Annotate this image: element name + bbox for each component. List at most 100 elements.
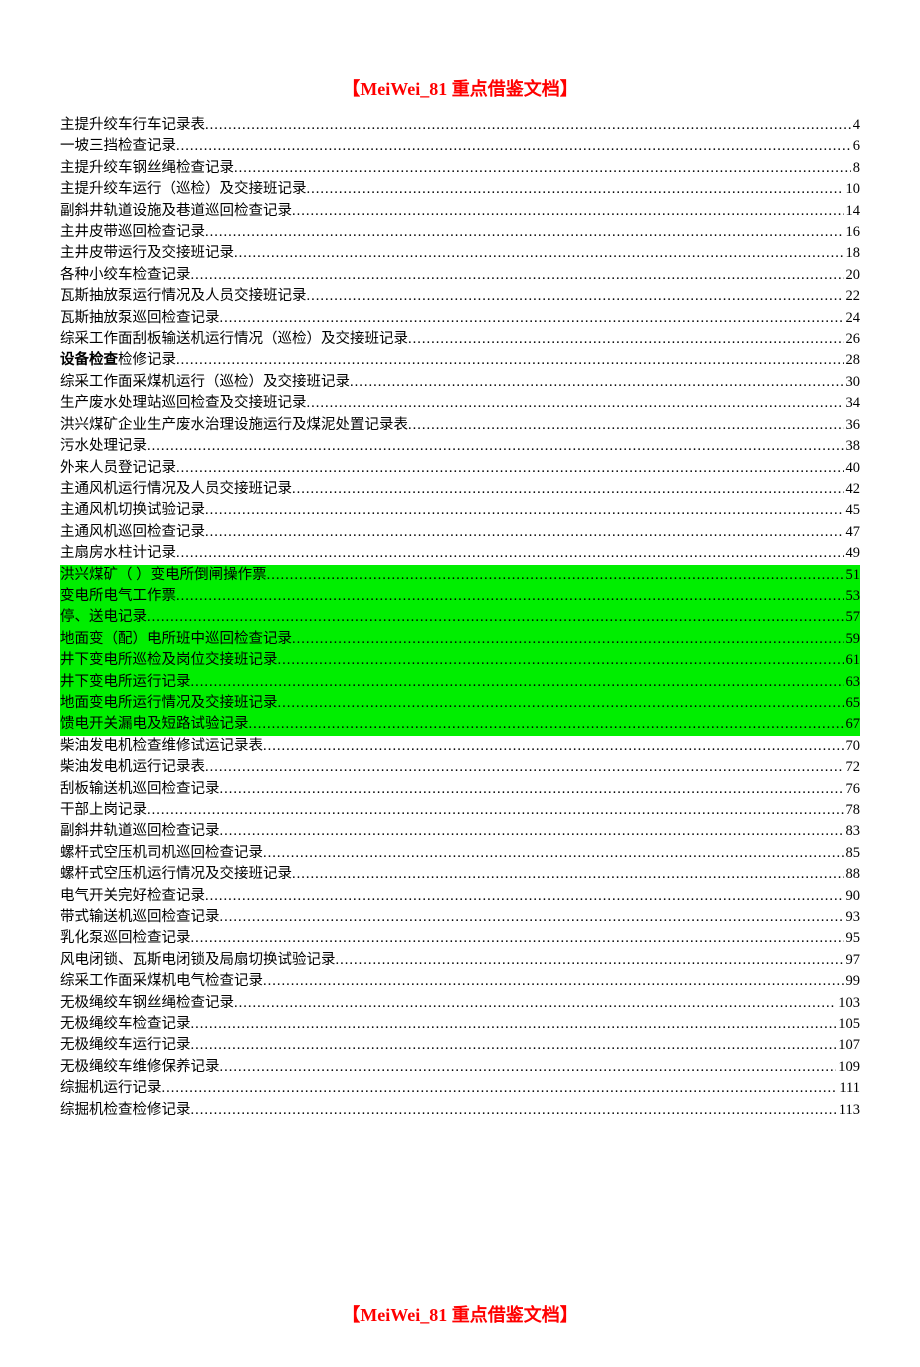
toc-entry-page: 14 bbox=[844, 201, 861, 222]
toc-entry-label: 副斜井轨道巡回检查记录 bbox=[60, 821, 220, 842]
toc-leader-dots bbox=[336, 950, 844, 971]
toc-entry-page: 78 bbox=[844, 800, 861, 821]
toc-entry-page: 8 bbox=[851, 158, 860, 179]
toc-leader-dots bbox=[278, 650, 844, 671]
toc-leader-dots bbox=[234, 243, 844, 264]
toc-entry-label: 刮板输送机巡回检查记录 bbox=[60, 779, 220, 800]
toc-entry-label: 主提升绞车行车记录表 bbox=[60, 115, 205, 136]
toc-leader-dots bbox=[176, 586, 844, 607]
toc-leader-dots bbox=[191, 928, 844, 949]
toc-leader-dots bbox=[191, 1100, 837, 1121]
toc-entry: 停、送电记录 57 bbox=[60, 607, 860, 628]
toc-entry: 无极绳绞车运行记录107 bbox=[60, 1035, 860, 1056]
toc-entry: 刮板输送机巡回检查记录76 bbox=[60, 779, 860, 800]
toc-entry: 主扇房水柱计记录 49 bbox=[60, 543, 860, 564]
toc-entry-label: 主通风机巡回检查记录 bbox=[60, 522, 205, 543]
toc-entry-label: 主井皮带运行及交接班记录 bbox=[60, 243, 234, 264]
toc-entry-label: 地面变电所运行情况及交接班记录 bbox=[60, 693, 278, 714]
toc-entry: 螺杆式空压机司机巡回检查记录85 bbox=[60, 843, 860, 864]
toc-leader-dots bbox=[205, 500, 844, 521]
toc-entry: 设备检查检修记录 28 bbox=[60, 350, 860, 371]
toc-entry: 主提升绞车钢丝绳检查记录 8 bbox=[60, 158, 860, 179]
toc-leader-dots bbox=[307, 286, 844, 307]
toc-entry-label: 一坡三挡检查记录 bbox=[60, 136, 176, 157]
toc-leader-dots bbox=[292, 479, 844, 500]
toc-entry: 井下变电所运行记录63 bbox=[60, 672, 860, 693]
toc-entry-page: 83 bbox=[844, 821, 861, 842]
toc-leader-dots bbox=[191, 1014, 837, 1035]
toc-leader-dots bbox=[292, 629, 844, 650]
toc-leader-dots bbox=[234, 993, 836, 1014]
page-header: 【MeiWei_81 重点借鉴文档】 bbox=[60, 75, 860, 101]
toc-entry: 洪兴煤矿（ ）变电所倒闸操作票51 bbox=[60, 565, 860, 586]
toc-leader-dots bbox=[220, 907, 844, 928]
toc-entry-page: 57 bbox=[844, 607, 861, 628]
toc-entry: 无极绳绞车维修保养记录109 bbox=[60, 1057, 860, 1078]
toc-entry-page: 90 bbox=[844, 886, 861, 907]
toc-leader-dots bbox=[220, 821, 844, 842]
toc-entry: 主通风机巡回检查记录47 bbox=[60, 522, 860, 543]
toc-entry-label: 瓦斯抽放泵运行情况及人员交接班记录 bbox=[60, 286, 307, 307]
toc-entry-page: 53 bbox=[844, 586, 861, 607]
toc-entry: 主通风机运行情况及人员交接班记录 42 bbox=[60, 479, 860, 500]
toc-leader-dots bbox=[263, 736, 844, 757]
toc-entry-page: 40 bbox=[844, 458, 861, 479]
toc-entry-page: 88 bbox=[844, 864, 861, 885]
toc-entry-page: 85 bbox=[844, 843, 861, 864]
toc-entry: 带式输送机巡回检查记录93 bbox=[60, 907, 860, 928]
toc-entry-page: 103 bbox=[836, 993, 860, 1014]
toc-entry: 干部上岗记录 78 bbox=[60, 800, 860, 821]
toc-entry-label: 馈电开关漏电及短路试验记录 bbox=[60, 714, 249, 735]
toc-entry: 无极绳绞车钢丝绳检查记录 103 bbox=[60, 993, 860, 1014]
toc-entry: 各种小绞车检查记录 20 bbox=[60, 265, 860, 286]
toc-entry-page: 22 bbox=[844, 286, 861, 307]
toc-entry: 综掘机运行记录111 bbox=[60, 1078, 860, 1099]
toc-entry-label: 变电所电气工作票 bbox=[60, 586, 176, 607]
toc-entry-label: 主提升绞车钢丝绳检查记录 bbox=[60, 158, 234, 179]
toc-entry: 变电所电气工作票 53 bbox=[60, 586, 860, 607]
toc-entry: 地面变电所运行情况及交接班记录 65 bbox=[60, 693, 860, 714]
toc-leader-dots bbox=[147, 800, 844, 821]
toc-entry-label: 各种小绞车检查记录 bbox=[60, 265, 191, 286]
toc-entry-page: 42 bbox=[844, 479, 861, 500]
toc-entry: 主井皮带运行及交接班记录18 bbox=[60, 243, 860, 264]
toc-leader-dots bbox=[267, 565, 844, 586]
toc-leader-dots bbox=[278, 693, 844, 714]
toc-entry: 副斜井轨道巡回检查记录 83 bbox=[60, 821, 860, 842]
toc-leader-dots bbox=[292, 864, 844, 885]
toc-entry: 乳化泵巡回检查记录95 bbox=[60, 928, 860, 949]
toc-leader-dots bbox=[176, 458, 844, 479]
toc-entry-label: 生产废水处理站巡回检查及交接班记录 bbox=[60, 393, 307, 414]
toc-entry-label: 主通风机运行情况及人员交接班记录 bbox=[60, 479, 292, 500]
toc-entry-page: 49 bbox=[844, 543, 861, 564]
page-footer: 【MeiWei_81 重点借鉴文档】 bbox=[60, 1301, 860, 1327]
toc-leader-dots bbox=[191, 1035, 837, 1056]
toc-entry-page: 24 bbox=[844, 308, 861, 329]
toc-entry-label: 洪兴煤矿企业生产废水治理设施运行及煤泥处置记录表 bbox=[60, 415, 408, 436]
toc-entry-page: 65 bbox=[844, 693, 861, 714]
toc-entry-label: 洪兴煤矿（ ）变电所倒闸操作票 bbox=[60, 565, 267, 586]
toc-entry-page: 61 bbox=[844, 650, 861, 671]
toc-entry-page: 99 bbox=[844, 971, 861, 992]
toc-entry-label: 干部上岗记录 bbox=[60, 800, 147, 821]
toc-leader-dots bbox=[191, 672, 844, 693]
toc-entry: 综采工作面采煤机电气检查记录99 bbox=[60, 971, 860, 992]
toc-entry-page: 45 bbox=[844, 500, 861, 521]
toc-entry: 瓦斯抽放泵巡回检查记录24 bbox=[60, 308, 860, 329]
toc-entry-page: 107 bbox=[836, 1035, 860, 1056]
document-page: 【MeiWei_81 重点借鉴文档】 主提升绞车行车记录表4一坡三挡检查记录6主… bbox=[0, 0, 920, 1367]
toc-entry-label: 综掘机检查检修记录 bbox=[60, 1100, 191, 1121]
toc-entry-page: 97 bbox=[844, 950, 861, 971]
toc-entry-page: 93 bbox=[844, 907, 861, 928]
toc-entry-label: 无极绳绞车钢丝绳检查记录 bbox=[60, 993, 234, 1014]
toc-leader-dots bbox=[176, 350, 844, 371]
toc-entry-label: 停、送电记录 bbox=[60, 607, 147, 628]
toc-entry-page: 28 bbox=[844, 350, 861, 371]
toc-entry-page: 16 bbox=[844, 222, 861, 243]
toc-entry-label: 主扇房水柱计记录 bbox=[60, 543, 176, 564]
toc-leader-dots bbox=[408, 415, 844, 436]
toc-entry: 馈电开关漏电及短路试验记录67 bbox=[60, 714, 860, 735]
toc-entry-page: 20 bbox=[844, 265, 861, 286]
toc-entry-label: 设备检查检修记录 bbox=[60, 350, 176, 371]
toc-leader-dots bbox=[147, 436, 844, 457]
